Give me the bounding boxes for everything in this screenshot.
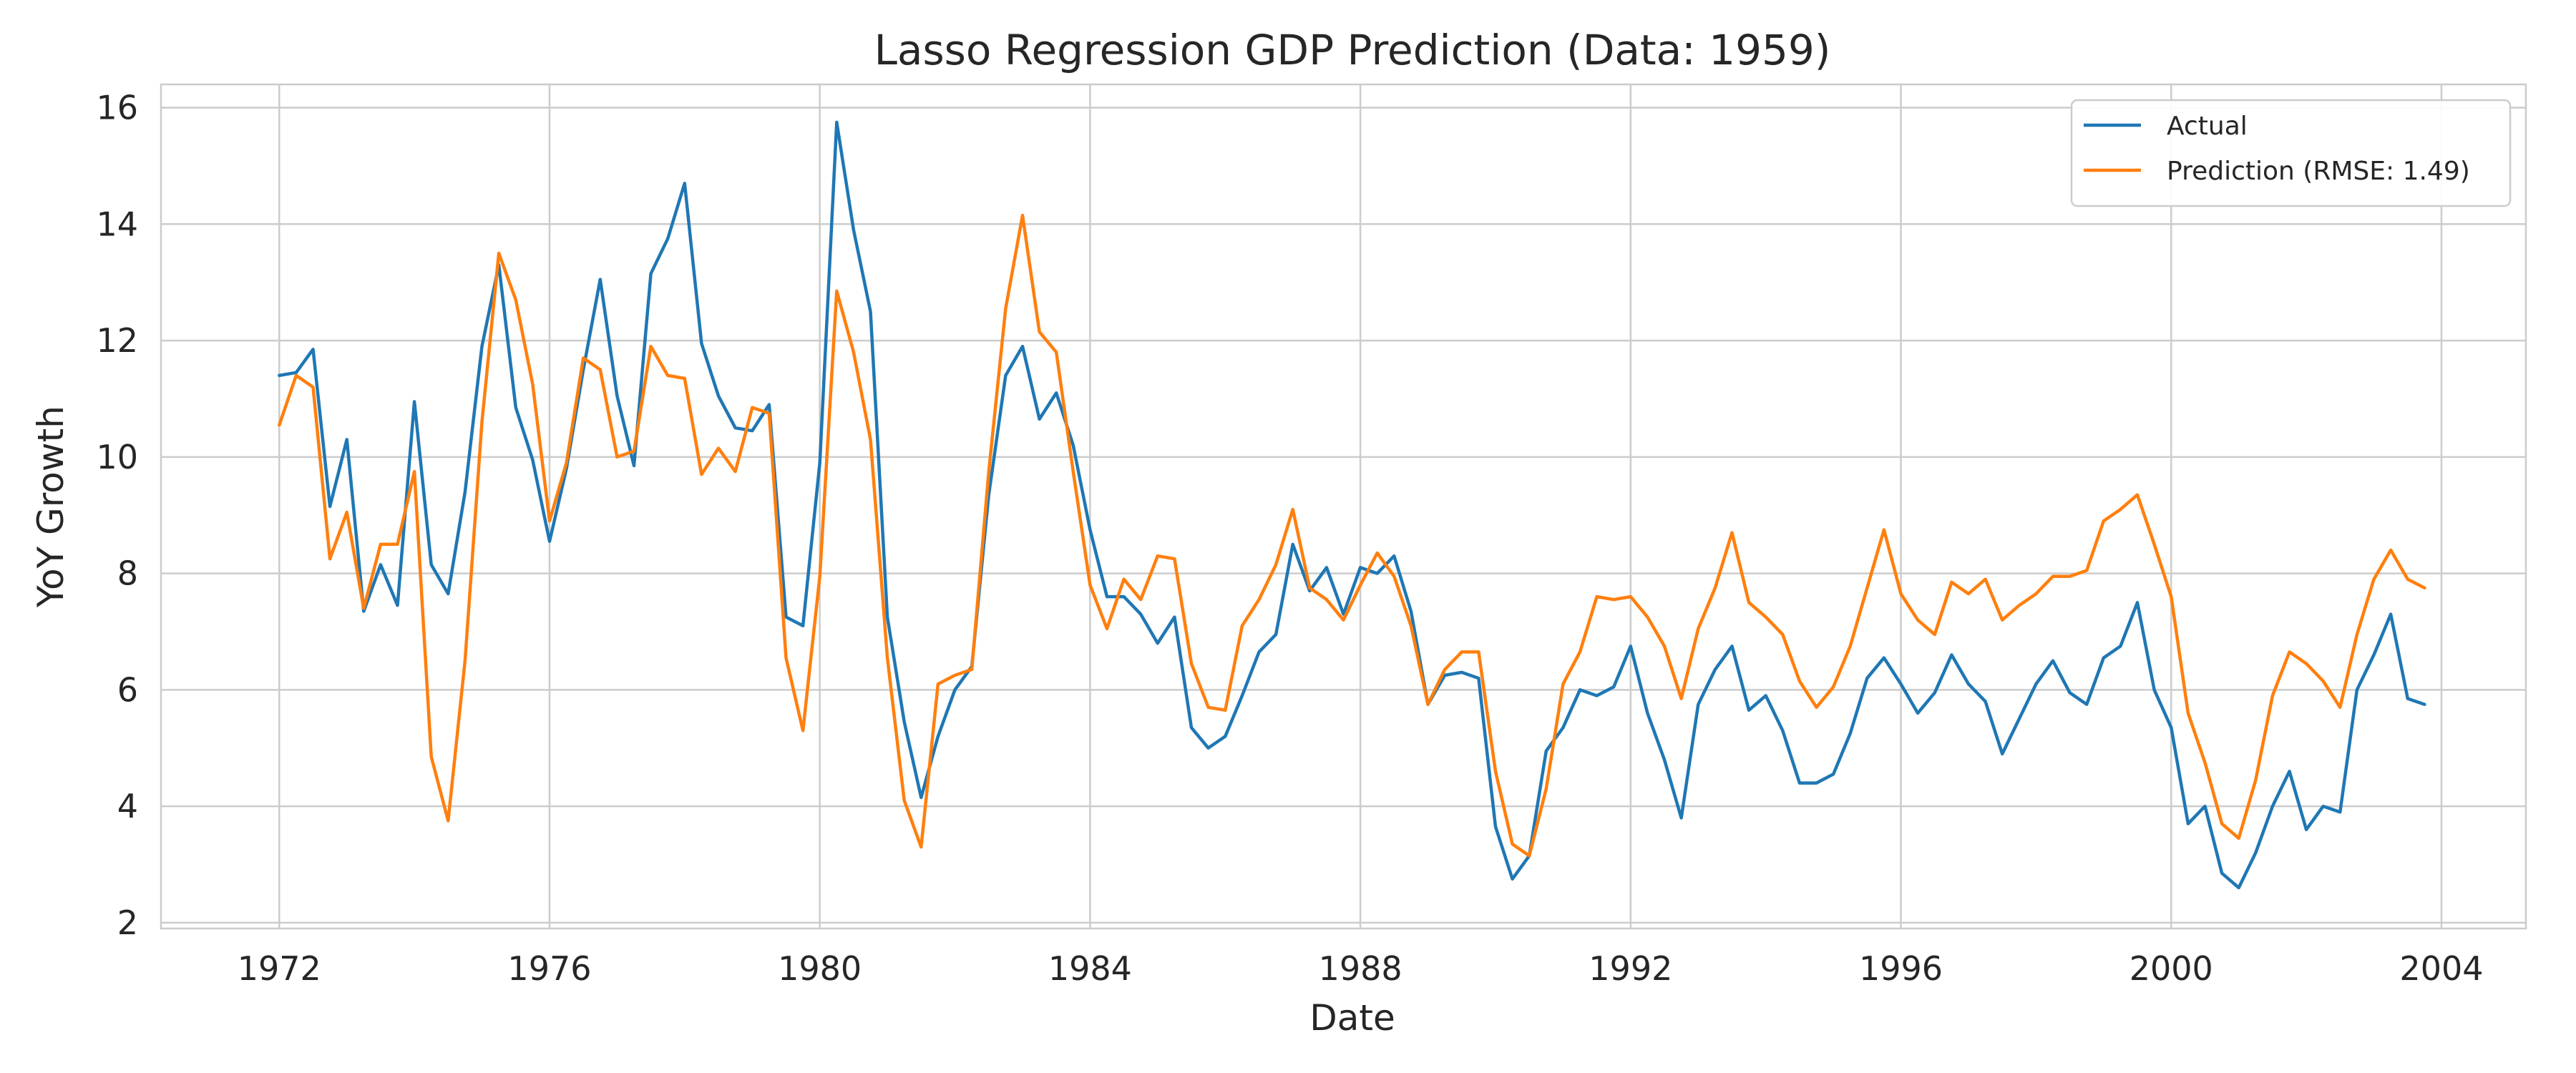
x-tick-label: 2004 bbox=[2399, 949, 2483, 988]
x-tick-label: 1992 bbox=[1589, 949, 1672, 988]
x-tick-label: 1988 bbox=[1319, 949, 1402, 988]
x-axis-label: Date bbox=[1309, 997, 1395, 1039]
y-tick-label: 16 bbox=[96, 89, 138, 127]
x-tick-label: 1976 bbox=[507, 949, 591, 988]
x-ticks: 1972 1976 1980 1984 1988 1992 1996 2000 2004 bbox=[238, 949, 2484, 988]
y-tick-label: 4 bbox=[117, 787, 138, 825]
y-tick-label: 10 bbox=[96, 438, 138, 476]
legend-box bbox=[2070, 99, 2512, 207]
y-tick-label: 12 bbox=[96, 321, 138, 360]
y-ticks: 2 4 6 8 10 12 14 16 bbox=[96, 89, 138, 942]
chart-title: Lasso Regression GDP Prediction (Data: 1… bbox=[874, 26, 1831, 74]
y-tick-label: 2 bbox=[117, 903, 138, 942]
legend-label: Prediction (RMSE: 1.49) bbox=[2167, 157, 2470, 186]
series-line-prediction bbox=[278, 213, 2426, 858]
x-tick-label: 1980 bbox=[778, 949, 862, 988]
y-axis-label: YoY Growth bbox=[30, 406, 72, 608]
y-tick-label: 14 bbox=[96, 205, 138, 243]
x-tick-label: 2000 bbox=[2129, 949, 2213, 988]
plot-frame bbox=[160, 83, 2527, 930]
y-tick-label: 6 bbox=[117, 670, 138, 709]
x-tick-label: 1972 bbox=[238, 949, 321, 988]
legend-label: Actual bbox=[2167, 112, 2248, 141]
legend: Actual Prediction (RMSE: 1.49) bbox=[2070, 99, 2512, 207]
series-line-actual bbox=[278, 120, 2426, 890]
y-tick-label: 8 bbox=[117, 554, 138, 593]
grid bbox=[161, 84, 2526, 929]
series-group bbox=[278, 120, 2426, 890]
x-tick-label: 1984 bbox=[1048, 949, 1132, 988]
x-tick-label: 1996 bbox=[1859, 949, 1943, 988]
